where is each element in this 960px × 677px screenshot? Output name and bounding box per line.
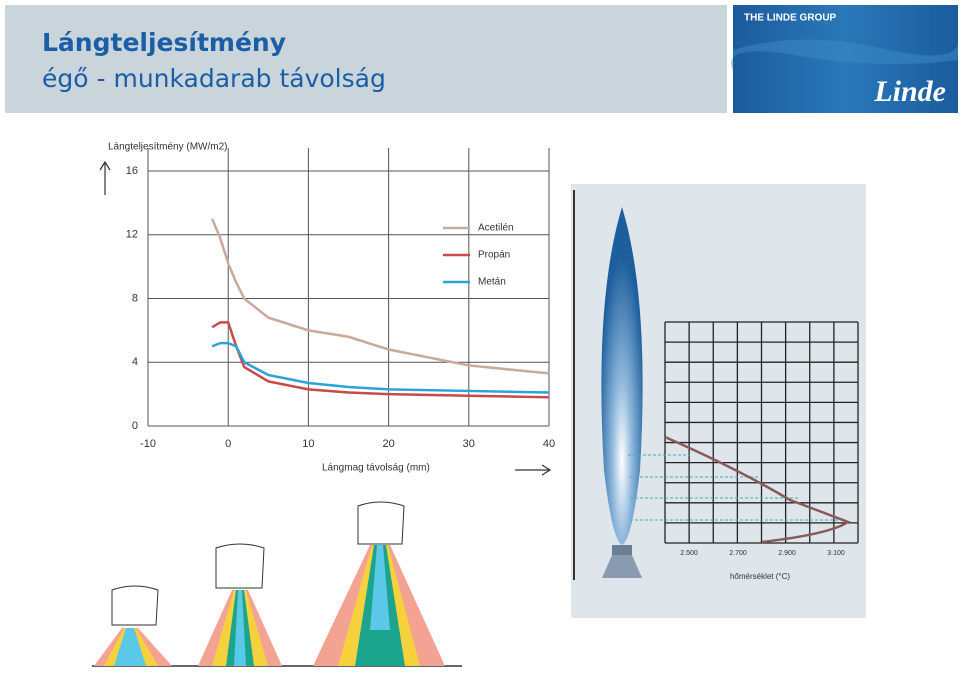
nozzle-base xyxy=(602,555,642,578)
burner-small xyxy=(94,585,172,666)
line-chart: Lángteljesítmény (MW/m2) Lángmag távolság… xyxy=(108,142,555,474)
burner-large xyxy=(313,501,445,666)
temp-tick-label: 2.900 xyxy=(778,550,796,557)
x-axis-label: Lángmag távolság (mm) xyxy=(322,463,430,474)
x-tick-label: 20 xyxy=(382,438,394,450)
temp-axis-label: hőmérséklet (°C) xyxy=(730,572,790,581)
y-tick-label: 0 xyxy=(132,420,138,432)
series-line xyxy=(211,341,550,394)
series-line xyxy=(211,218,550,375)
logo-group: THE LINDE GROUP xyxy=(744,13,837,24)
x-tick-label: 30 xyxy=(463,438,475,450)
temp-tick-label: 2.700 xyxy=(729,550,747,557)
temp-tick-label: 3.100 xyxy=(827,550,845,557)
subtitle: égő - munkadarab távolság xyxy=(42,64,386,93)
legend-label: Propán xyxy=(478,250,510,261)
series-line xyxy=(211,321,550,399)
y-tick-label: 8 xyxy=(132,292,138,304)
y-tick-label: 16 xyxy=(126,165,138,177)
legend-label: Metán xyxy=(478,277,506,288)
legend-label: Acetilén xyxy=(478,223,514,234)
temp-curve xyxy=(664,435,851,544)
header-band xyxy=(5,5,727,113)
x-tick-label: 10 xyxy=(302,438,314,450)
title: Lángteljesítmény xyxy=(42,28,286,57)
temp-grid xyxy=(664,321,859,544)
axis-arrows xyxy=(99,160,552,476)
y-tick-label: 4 xyxy=(132,356,138,368)
logo-name: Linde xyxy=(873,75,946,108)
flame xyxy=(601,207,643,545)
x-tick-label: -10 xyxy=(140,438,156,450)
x-tick-label: 0 xyxy=(225,438,231,450)
burner-medium xyxy=(198,543,282,666)
y-axis-label: Lángteljesítmény (MW/m2) xyxy=(108,142,227,153)
nozzle xyxy=(612,545,632,555)
temp-tick-label: 2.500 xyxy=(680,550,698,557)
logo-wave xyxy=(731,39,959,70)
y-tick-label: 12 xyxy=(126,229,138,241)
guide-lines xyxy=(628,454,840,521)
x-tick-label: 40 xyxy=(543,438,555,450)
